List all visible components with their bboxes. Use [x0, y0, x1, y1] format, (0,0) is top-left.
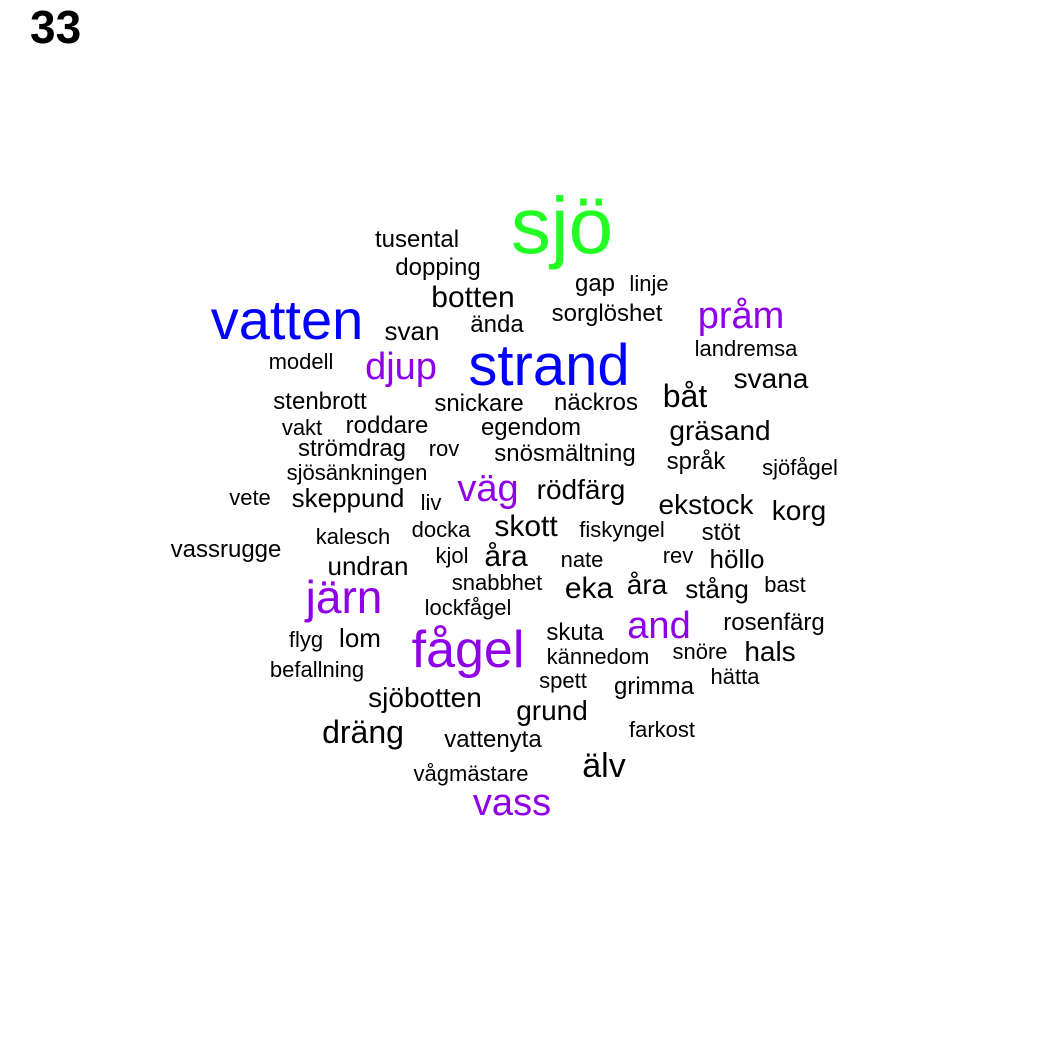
cloud-word: grund [516, 695, 588, 726]
cloud-word: snöre [672, 639, 728, 664]
cloud-word: vete [229, 485, 271, 510]
cloud-word: båt [662, 378, 708, 414]
cloud-word: lockfågel [424, 595, 512, 620]
cloud-word: eka [564, 572, 614, 605]
cloud-word: farkost [628, 717, 696, 742]
cloud-word: sjöfågel [762, 455, 838, 480]
cloud-word: gap [574, 270, 616, 297]
cloud-word: roddare [345, 412, 429, 439]
cloud-word: ekstock [658, 489, 754, 520]
cloud-word: liv [420, 490, 442, 515]
cloud-word: sorglöshet [551, 300, 663, 327]
cloud-word: snösmältning [494, 440, 636, 467]
cloud-word: linje [629, 271, 669, 296]
cloud-word: höllo [709, 544, 765, 574]
cloud-word: grimma [613, 673, 695, 700]
cloud-word: hals [744, 636, 796, 667]
cloud-word: åra [484, 540, 528, 573]
cloud-word: landremsa [694, 336, 798, 361]
cloud-word: svan [384, 316, 440, 346]
cloud-word: kännedom [546, 644, 650, 669]
cloud-word: spett [539, 668, 587, 693]
cloud-word: strand [468, 333, 630, 398]
cloud-word: undran [327, 551, 409, 581]
cloud-word: djup [365, 346, 437, 388]
cloud-word: näckros [553, 389, 639, 416]
cloud-word: tusental [374, 226, 460, 253]
cloud-word: rov [428, 436, 460, 461]
cloud-word: snickare [434, 390, 524, 417]
figure-number: 33 [30, 1, 82, 53]
cloud-word: språk [666, 448, 726, 475]
cloud-word: skeppund [291, 483, 405, 513]
cloud-word: svana [733, 363, 809, 394]
cloud-word: flyg [288, 627, 324, 652]
cloud-word: stöt [701, 519, 741, 546]
cloud-word: vakt [281, 415, 323, 440]
cloud-word: vass [472, 782, 552, 824]
cloud-word: korg [771, 495, 827, 526]
cloud-word: skuta [546, 619, 604, 646]
cloud-word: modell [268, 349, 334, 374]
cloud-word: befallning [269, 657, 365, 682]
cloud-word: sjösänkningen [286, 460, 428, 485]
cloud-word: vattenyta [444, 726, 542, 753]
cloud-word: älv [582, 747, 626, 785]
cloud-word: kjol [435, 543, 469, 568]
cloud-word: fiskyngel [579, 517, 665, 542]
cloud-word: lom [339, 623, 381, 653]
cloud-word: åra [626, 569, 668, 600]
cloud-word: hätta [710, 664, 760, 689]
cloud-word: skott [494, 510, 558, 543]
cloud-word: dopping [395, 254, 481, 281]
cloud-word: botten [431, 281, 515, 314]
cloud-word: vågmästare [413, 761, 529, 786]
cloud-word: pråm [697, 295, 785, 337]
cloud-word: kalesch [315, 524, 391, 549]
cloud-word: nate [560, 547, 604, 572]
cloud-word: stång [685, 574, 749, 604]
cloud-word: egendom [480, 414, 582, 441]
cloud-word: ända [470, 311, 524, 338]
cloud-word: gräsand [669, 415, 771, 446]
cloud-word: and [627, 605, 691, 647]
cloud-word: stenbrott [273, 388, 367, 415]
cloud-word: docka [411, 517, 471, 542]
cloud-word: strömdrag [297, 435, 407, 462]
cloud-word: järn [305, 571, 383, 623]
cloud-word: rev [662, 543, 694, 568]
cloud-word: rosenfärg [723, 609, 825, 636]
cloud-word: vassrugge [170, 536, 282, 563]
cloud-word: sjöbotten [368, 682, 482, 713]
cloud-word: vatten [210, 288, 364, 351]
cloud-word: rödfärg [536, 474, 626, 505]
cloud-word: dräng [322, 714, 404, 750]
cloud-word: väg [457, 468, 519, 510]
cloud-word: sjö [510, 181, 614, 270]
cloud-word: fågel [411, 621, 525, 679]
cloud-word: snabbhet [451, 570, 543, 595]
cloud-word: bast [764, 572, 806, 597]
